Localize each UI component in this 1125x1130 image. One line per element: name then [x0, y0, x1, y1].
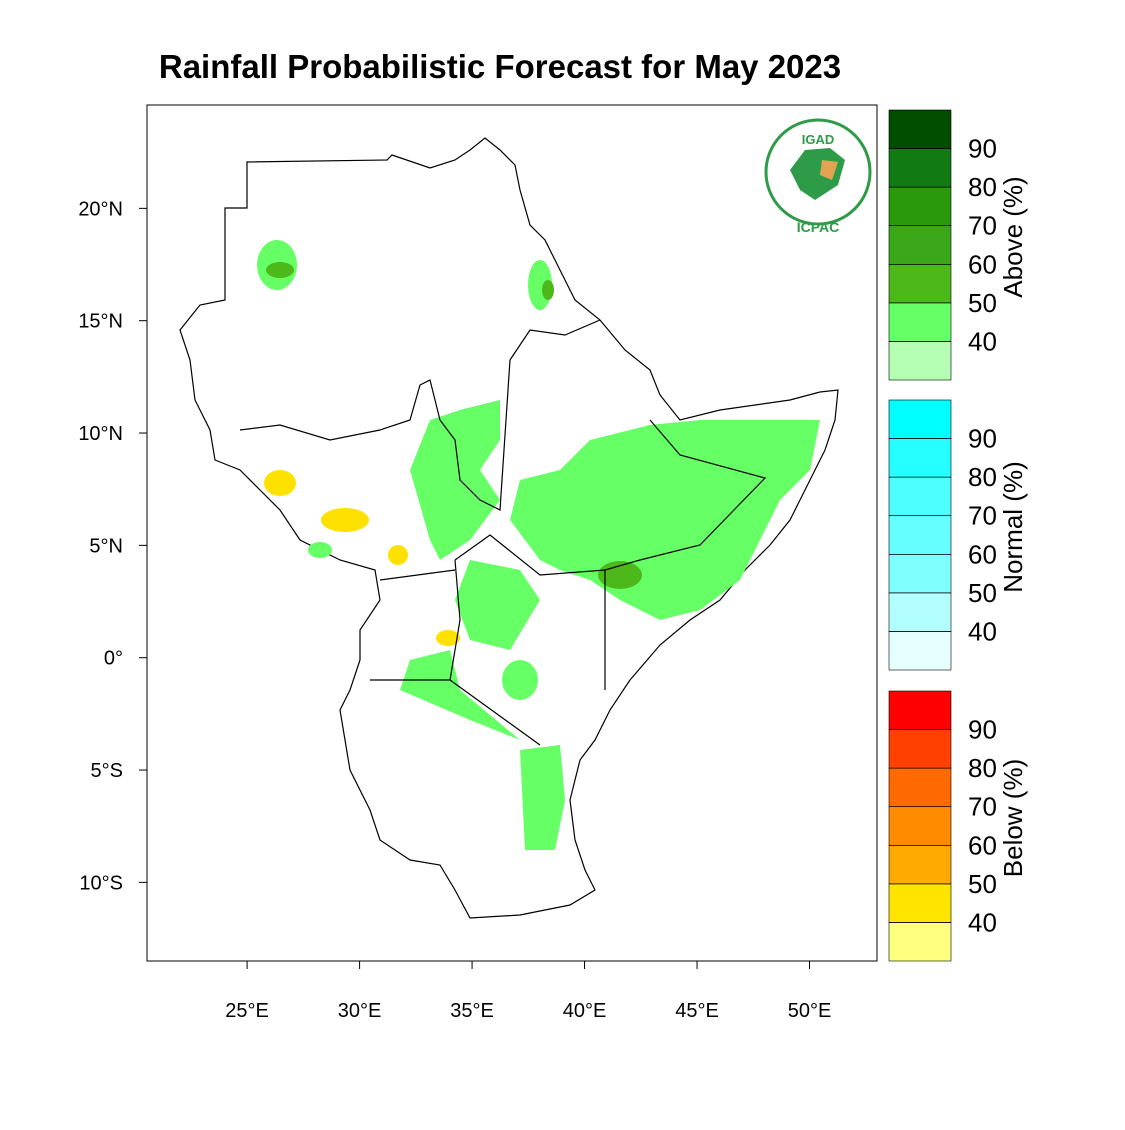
- map: [179, 137, 839, 919]
- colorbar-tick-label: 40: [968, 907, 997, 937]
- colorbar-tick-label: 50: [968, 869, 997, 899]
- colorbar-box: [888, 109, 952, 149]
- colorbar-tick-label: 90: [968, 134, 997, 164]
- colorbar-box: [888, 690, 952, 730]
- colorbar-label: Above (%): [998, 176, 1028, 297]
- forecast-above-50: [598, 561, 642, 589]
- title: Rainfall Probabilistic Forecast for May …: [159, 48, 841, 85]
- x-tick-label: 30°E: [338, 1000, 382, 1022]
- colorbar-tick-label: 40: [968, 616, 997, 646]
- colorbar-tick-label: 70: [968, 211, 997, 241]
- colorbar-box: [888, 186, 952, 227]
- colorbar-tick-label: 50: [968, 288, 997, 318]
- colorbar-box: [888, 844, 952, 885]
- colorbar-box: [888, 302, 952, 342]
- logo-horn: [820, 160, 838, 180]
- forecast-above-40: [455, 560, 540, 650]
- colorbar-tick-label: 90: [968, 424, 997, 454]
- colorbar-box: [888, 225, 952, 265]
- forecast-above-40: [308, 542, 332, 558]
- forecast-below-40: [436, 630, 460, 646]
- y-tick-label: 10°S: [79, 872, 123, 894]
- colorbar-label: Normal (%): [998, 461, 1028, 592]
- colorbar-label: Below (%): [998, 759, 1028, 877]
- forecast-below-40: [388, 545, 408, 565]
- logo: IGAD ICPAC: [764, 118, 872, 235]
- colorbar-tick-label: 80: [968, 462, 997, 492]
- forecast-above-50: [266, 262, 294, 278]
- x-tick-label: 35°E: [450, 1000, 494, 1022]
- colorbar-tick-label: 80: [968, 753, 997, 783]
- colorbar-box: [888, 148, 952, 188]
- colorbar-box: [888, 729, 952, 769]
- colorbar-box: [888, 553, 952, 594]
- colorbar-tick-label: 60: [968, 830, 997, 860]
- x-tick-label: 25°E: [225, 1000, 269, 1022]
- forecast-below-40: [321, 508, 369, 532]
- colorbar-box: [888, 438, 952, 478]
- colorbar-box: [888, 263, 952, 304]
- colorbar-box: [888, 592, 952, 632]
- colorbar-box: [888, 922, 952, 962]
- x-tick-label: 45°E: [675, 1000, 719, 1022]
- colorbar-box: [888, 341, 952, 381]
- region-outline: [179, 137, 839, 919]
- colorbar-tick-label: 60: [968, 539, 997, 569]
- y-tick-label: 10°N: [78, 423, 123, 445]
- x-tick-label: 40°E: [563, 1000, 607, 1022]
- forecast-above-50: [542, 280, 554, 300]
- colorbar-box: [888, 806, 952, 846]
- logo-text: ICPAC: [797, 219, 840, 235]
- forecast-above-40: [410, 400, 500, 560]
- forecast-above-40: [520, 745, 565, 850]
- y-tick-label: 15°N: [78, 311, 123, 333]
- forecast-above-40: [400, 650, 520, 740]
- y-tick-label: 5°N: [89, 535, 123, 557]
- x-tick-label: 50°E: [788, 1000, 832, 1022]
- colorbar-tick-label: 70: [968, 792, 997, 822]
- colorbar-box: [888, 399, 952, 439]
- colorbar-box: [888, 767, 952, 808]
- forecast-above-40: [502, 660, 538, 700]
- colorbar-box: [888, 631, 952, 671]
- colorbar-box: [888, 476, 952, 517]
- colorbar-tick-label: 50: [968, 578, 997, 608]
- y-tick-label: 0°: [104, 648, 123, 670]
- logo-africa: [790, 148, 845, 200]
- colorbar-tick-label: 90: [968, 715, 997, 745]
- colorbar-box: [888, 515, 952, 555]
- colorbar-tick-label: 60: [968, 249, 997, 279]
- forecast-above-40: [510, 420, 820, 620]
- y-tick-label: 20°N: [78, 198, 123, 220]
- colorbar-tick-label: 80: [968, 172, 997, 202]
- colorbar-tick-label: 70: [968, 501, 997, 531]
- forecast-below-40: [264, 470, 296, 496]
- logo-text: IGAD: [802, 132, 835, 147]
- y-tick-label: 5°S: [91, 760, 123, 782]
- country-borders: [239, 319, 767, 746]
- colorbar-box: [888, 883, 952, 923]
- colorbar-tick-label: 40: [968, 326, 997, 356]
